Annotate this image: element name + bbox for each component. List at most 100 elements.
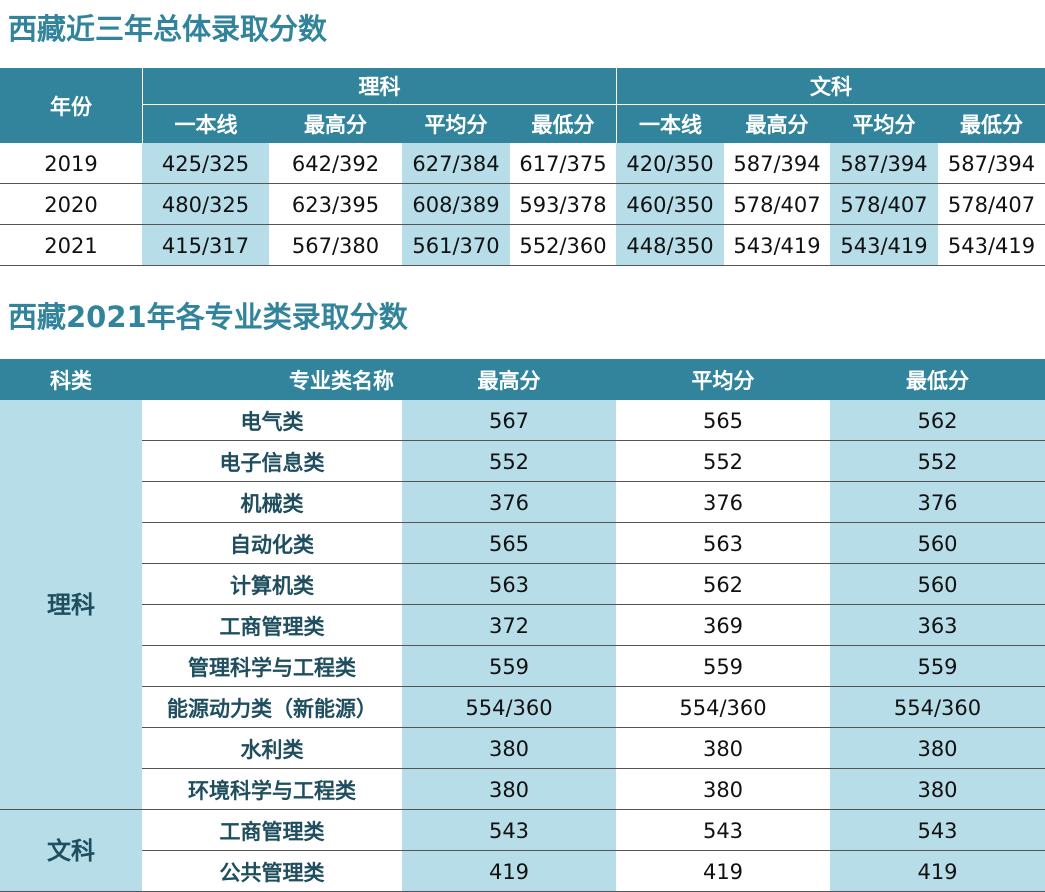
table-cell: 554/360 xyxy=(830,687,1045,728)
table-cell: 554/360 xyxy=(402,687,616,728)
table-cell: 578/407 xyxy=(947,192,1036,217)
row-border xyxy=(142,850,1045,851)
row-border xyxy=(0,809,1045,810)
row-border xyxy=(142,522,1045,523)
row-border xyxy=(0,183,1045,184)
table-cell: 380 xyxy=(830,769,1045,810)
table-cell: 554/360 xyxy=(679,695,767,720)
table-cell: 420/350 xyxy=(616,143,724,184)
table-cell: 380 xyxy=(402,728,616,769)
column-header: 最低分 xyxy=(510,105,616,143)
row-border xyxy=(0,224,1045,225)
table-cell: 543/419 xyxy=(947,233,1036,258)
table-cell: 369 xyxy=(702,613,744,638)
table-cell: 552 xyxy=(830,441,1045,482)
column-header: 平均分 xyxy=(616,359,830,400)
table-cell: 380 xyxy=(702,736,744,761)
column-header: 最高分 xyxy=(402,359,616,400)
table-cell: 578/407 xyxy=(830,184,938,225)
header-cell: 年份 xyxy=(0,68,142,143)
table-cell: 563 xyxy=(402,564,616,605)
table-cell: 543/419 xyxy=(733,233,821,258)
table-cell: 627/384 xyxy=(402,143,510,184)
table-cell: 559 xyxy=(702,654,744,679)
table-cell: 560 xyxy=(830,523,1045,564)
table-cell: 380 xyxy=(830,728,1045,769)
table-cell: 623/395 xyxy=(291,192,380,217)
table-cell: 480/325 xyxy=(142,184,269,225)
table-cell: 567/380 xyxy=(291,233,380,258)
category-cell: 文科 xyxy=(0,810,142,892)
table-cell: 2019 xyxy=(44,151,98,176)
table-cell: 419 xyxy=(702,859,744,884)
table-cell: 543/419 xyxy=(830,225,938,266)
table-cell: 567 xyxy=(402,400,616,441)
group-header: 理科 xyxy=(142,68,616,105)
row-border xyxy=(142,604,1045,605)
table-cell: 617/375 xyxy=(519,151,607,176)
column-header: 专业类名称 xyxy=(142,359,402,400)
table-cell: 425/325 xyxy=(142,143,269,184)
table-cell: 587/394 xyxy=(830,143,938,184)
row-border xyxy=(142,481,1045,482)
category-cell: 理科 xyxy=(0,400,142,810)
row-border xyxy=(142,686,1045,687)
table-cell: 552 xyxy=(702,449,744,474)
table-cell: 543 xyxy=(402,810,616,851)
title: 西藏2021年各专业类录取分数 xyxy=(8,300,408,334)
major-name: 机械类 xyxy=(240,491,304,516)
column-header: 科类 xyxy=(0,359,142,400)
column-header: 一本线 xyxy=(616,105,724,143)
column-header: 最低分 xyxy=(938,105,1045,143)
row-border xyxy=(142,768,1045,769)
major-name: 水利类 xyxy=(240,737,304,762)
table-cell: 376 xyxy=(830,482,1045,523)
table-cell: 2021 xyxy=(44,233,98,258)
table-cell: 419 xyxy=(830,851,1045,892)
column-header: 平均分 xyxy=(830,105,938,143)
column-header: 平均分 xyxy=(402,105,510,143)
major-name: 环境科学与工程类 xyxy=(188,778,356,803)
row-border xyxy=(0,265,1045,266)
table-cell: 587/394 xyxy=(733,151,821,176)
table-cell: 562 xyxy=(830,400,1045,441)
major-name: 公共管理类 xyxy=(219,860,325,885)
table-cell: 559 xyxy=(402,646,616,687)
table-cell: 372 xyxy=(402,605,616,646)
column-header: 一本线 xyxy=(142,105,269,143)
row-border xyxy=(142,440,1045,441)
title: 西藏近三年总体录取分数 xyxy=(8,12,328,46)
table-cell: 543 xyxy=(830,810,1045,851)
table-cell: 561/370 xyxy=(402,225,510,266)
major-name: 能源动力类（新能源） xyxy=(167,696,377,721)
table-cell: 419 xyxy=(402,851,616,892)
row-border xyxy=(142,645,1045,646)
table-cell: 559 xyxy=(830,646,1045,687)
table-cell: 593/378 xyxy=(519,192,607,217)
table-cell: 376 xyxy=(402,482,616,523)
table-cell: 380 xyxy=(702,777,744,802)
table-cell: 578/407 xyxy=(733,192,821,217)
major-name: 计算机类 xyxy=(230,573,314,598)
table-cell: 560 xyxy=(830,564,1045,605)
table-cell: 415/317 xyxy=(142,225,269,266)
major-name: 工商管理类 xyxy=(219,819,325,844)
table-cell: 460/350 xyxy=(616,184,724,225)
row-border xyxy=(142,563,1045,564)
major-name: 管理科学与工程类 xyxy=(188,655,356,680)
table-cell: 363 xyxy=(830,605,1045,646)
table-cell: 563 xyxy=(702,531,744,556)
major-name: 自动化类 xyxy=(230,532,314,557)
table-cell: 2020 xyxy=(44,192,98,217)
table-cell: 587/394 xyxy=(947,151,1036,176)
table-cell: 448/350 xyxy=(616,225,724,266)
table-cell: 608/389 xyxy=(402,184,510,225)
major-name: 电气类 xyxy=(240,409,304,434)
row-border xyxy=(142,727,1045,728)
table-cell: 552/360 xyxy=(519,233,607,258)
column-header: 最高分 xyxy=(269,105,402,143)
column-header: 最低分 xyxy=(830,359,1045,400)
table-cell: 376 xyxy=(702,490,744,515)
table-cell: 642/392 xyxy=(291,151,380,176)
